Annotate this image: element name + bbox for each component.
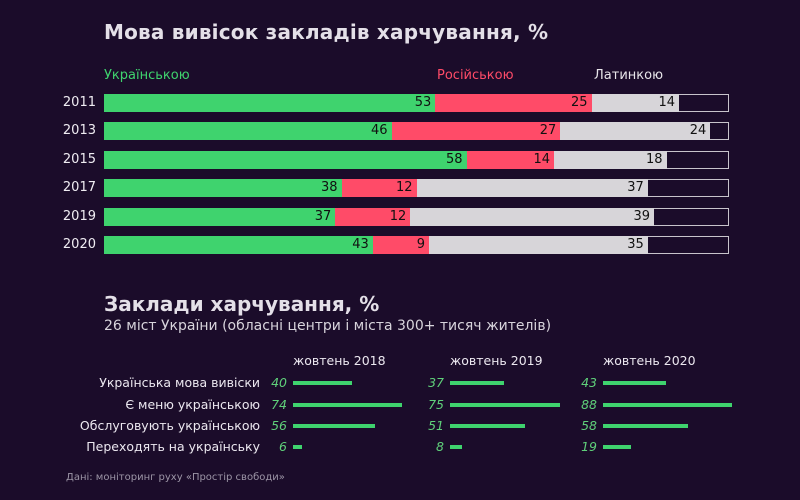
bar-segment [410, 207, 654, 226]
bar-value-label: 37 [314, 208, 332, 224]
chart-title-signs: Мова вивісок закладів харчування, % [104, 20, 549, 44]
bar-segment [104, 122, 392, 141]
value-bar [293, 403, 402, 407]
bar-value-label: 14 [658, 95, 675, 110]
bar-segment [429, 236, 648, 254]
bar-segment [104, 207, 336, 226]
value-bar [293, 445, 302, 449]
bar-value-label: 9 [416, 237, 425, 252]
bar-value-label: 38 [320, 180, 338, 196]
bar-value-label: 18 [645, 151, 663, 167]
bar-value-label: 35 [627, 237, 644, 252]
value-bar [603, 403, 733, 407]
row-label: Є меню українською [125, 397, 260, 412]
bar-segment [335, 207, 411, 226]
bar-segment [591, 94, 679, 112]
year-label: 2020 [62, 237, 96, 252]
bar-value-label: 27 [539, 123, 557, 139]
value-bar [603, 381, 667, 385]
value-bar [450, 381, 505, 385]
value-bar [450, 445, 462, 449]
bar-segment [341, 179, 417, 198]
value-label: 37 [428, 375, 444, 390]
bar-value-label: 58 [445, 151, 463, 167]
year-label: 2015 [62, 151, 96, 167]
year-label: 2017 [62, 180, 96, 196]
year-label: 2011 [62, 95, 96, 110]
bar-segment [466, 150, 554, 169]
value-label: 8 [436, 439, 444, 454]
row-label: Переходять на українську [86, 439, 260, 454]
source-note: Дані: моніторинг руху «Простір свободи» [66, 472, 285, 483]
value-bar [450, 403, 561, 407]
value-label: 43 [581, 375, 597, 390]
year-label: 2019 [62, 208, 96, 224]
bar-value-label: 12 [389, 208, 407, 224]
period-header: жовтень 2020 [603, 353, 696, 368]
row-label: Українська мова вивіски [99, 375, 260, 390]
value-label: 75 [428, 397, 444, 412]
bar-value-label: 25 [570, 95, 588, 110]
value-label: 40 [271, 375, 287, 390]
bar-segment [560, 122, 711, 141]
value-label: 58 [581, 418, 597, 433]
bar-segment [391, 122, 561, 141]
value-bar [293, 424, 376, 428]
value-label: 56 [271, 418, 287, 433]
value-bar [603, 445, 631, 449]
legend-item: Українською [104, 68, 190, 83]
bar-value-label: 53 [414, 95, 432, 110]
bar-value-label: 39 [633, 208, 650, 224]
legend-item: Латинкою [594, 68, 664, 83]
value-bar [293, 381, 352, 385]
period-header: жовтень 2018 [293, 353, 386, 368]
legend-item: Російською [437, 68, 514, 83]
bar-segment [104, 236, 373, 254]
value-label: 6 [279, 439, 287, 454]
bar-value-label: 14 [533, 151, 550, 167]
bar-segment [104, 150, 467, 169]
bar-segment [416, 179, 648, 198]
value-bar [450, 424, 525, 428]
row-label: Обслуговують українською [79, 418, 260, 433]
value-label: 19 [581, 439, 597, 454]
bar-segment [104, 179, 342, 198]
bar-segment [104, 94, 436, 112]
value-label: 88 [581, 397, 597, 412]
bar-value-label: 46 [370, 123, 388, 139]
value-label: 74 [271, 397, 287, 412]
bar-value-label: 37 [627, 180, 644, 196]
chart-title-places: Заклади харчування, % [104, 292, 380, 316]
bar-segment [372, 236, 429, 254]
chart-subtitle-places: 26 міст України (обласні центри і міста … [104, 318, 552, 334]
bar-segment [435, 94, 592, 112]
bar-segment [554, 150, 667, 169]
value-label: 51 [428, 418, 444, 433]
period-header: жовтень 2019 [450, 353, 543, 368]
value-bar [603, 424, 689, 428]
year-label: 2013 [62, 123, 96, 139]
bar-value-label: 12 [395, 180, 413, 196]
bar-value-label: 43 [352, 237, 369, 252]
bar-value-label: 24 [689, 123, 707, 139]
